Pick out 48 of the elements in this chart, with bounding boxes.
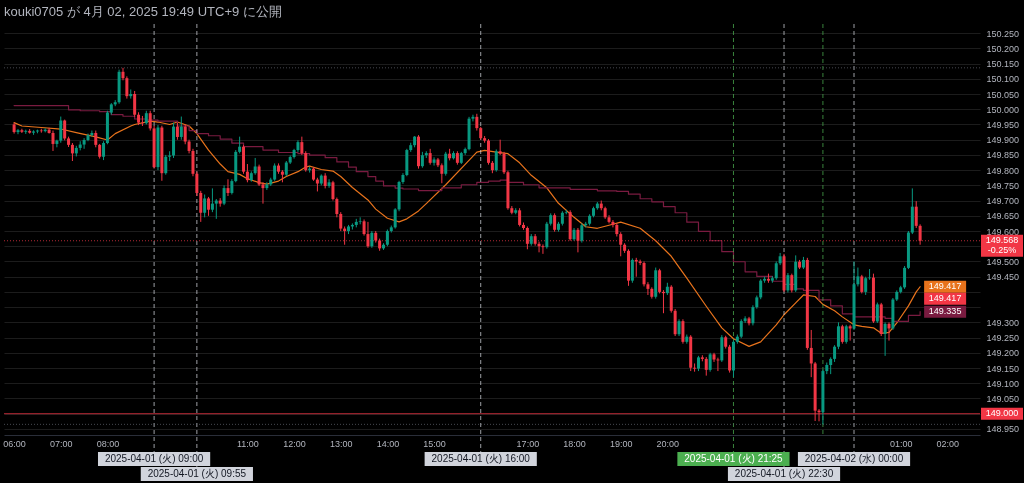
chart-title: kouki0705 が 4月 02, 2025 19:49 UTC+9 に公開 <box>4 3 282 19</box>
y-tick-label: 149.250 <box>986 333 1020 344</box>
y-tick-label: 150.150 <box>986 59 1020 70</box>
y-tick-label: 149.650 <box>986 211 1020 222</box>
x-tick-label: 15:00 <box>423 438 446 449</box>
y-tick-label: 149.050 <box>986 393 1020 404</box>
y-tick-label: 149.700 <box>986 196 1020 207</box>
y-tick-label: 150.200 <box>986 43 1020 54</box>
x-tick-label: 19:00 <box>609 438 633 449</box>
x-tick-label: 18:00 <box>563 438 586 449</box>
x-tick-label: 07:00 <box>50 438 73 449</box>
y-tick-label: 150.100 <box>986 74 1020 85</box>
x-tick-label: 06:00 <box>3 438 26 449</box>
y-tick-label: 149.450 <box>986 272 1020 283</box>
ref-line-label: 2025-04-01 (火) 22:30 <box>734 468 834 479</box>
y-tick-label: 149.300 <box>986 317 1020 328</box>
y-tick-label: 149.100 <box>986 378 1020 389</box>
x-tick-label: 08:00 <box>96 438 120 449</box>
y-tick-label: 149.850 <box>986 150 1020 161</box>
x-tick-label: 02:00 <box>936 438 960 449</box>
x-tick-label: 17:00 <box>516 438 540 449</box>
x-tick-label: 11:00 <box>236 438 259 449</box>
y-tick-label: 150.000 <box>986 104 1020 115</box>
x-tick-label: 13:00 <box>329 438 353 449</box>
x-tick-label: 14:00 <box>376 438 400 449</box>
ref-line-label: 2025-04-01 (火) 21:25 <box>684 453 784 464</box>
y-tick-label: 149.200 <box>986 348 1020 359</box>
y-tick-label: 149.750 <box>986 180 1020 191</box>
y-tick-label: 149.150 <box>986 363 1020 374</box>
y-tick-label: 149.950 <box>986 119 1020 130</box>
ref-line-label: 149.000 <box>985 407 1019 418</box>
y-tick-label: 149.500 <box>986 256 1020 267</box>
x-tick-label: 20:00 <box>656 438 680 449</box>
annotation: 149.417 <box>928 292 962 303</box>
x-tick-label: 12:00 <box>283 438 306 449</box>
ref-line-label: 2025-04-01 (火) 09:55 <box>147 468 247 479</box>
x-tick-label: 01:00 <box>889 438 913 449</box>
ref-line-label: 2025-04-01 (火) 16:00 <box>431 453 531 464</box>
ref-line-label: 2025-04-02 (水) 00:00 <box>804 453 904 464</box>
ref-line-label: 2025-04-01 (火) 09:00 <box>104 453 204 464</box>
y-tick-label: 149.900 <box>986 135 1020 146</box>
data-label: 149.417 <box>928 280 962 291</box>
y-tick-label: 149.600 <box>986 226 1020 237</box>
y-tick-label: 150.050 <box>986 89 1020 100</box>
y-tick-label: 148.950 <box>986 424 1020 435</box>
y-tick-label: 150.250 <box>986 28 1020 39</box>
data-label: 149.335 <box>928 305 962 316</box>
y-tick-label: 149.800 <box>986 165 1020 176</box>
